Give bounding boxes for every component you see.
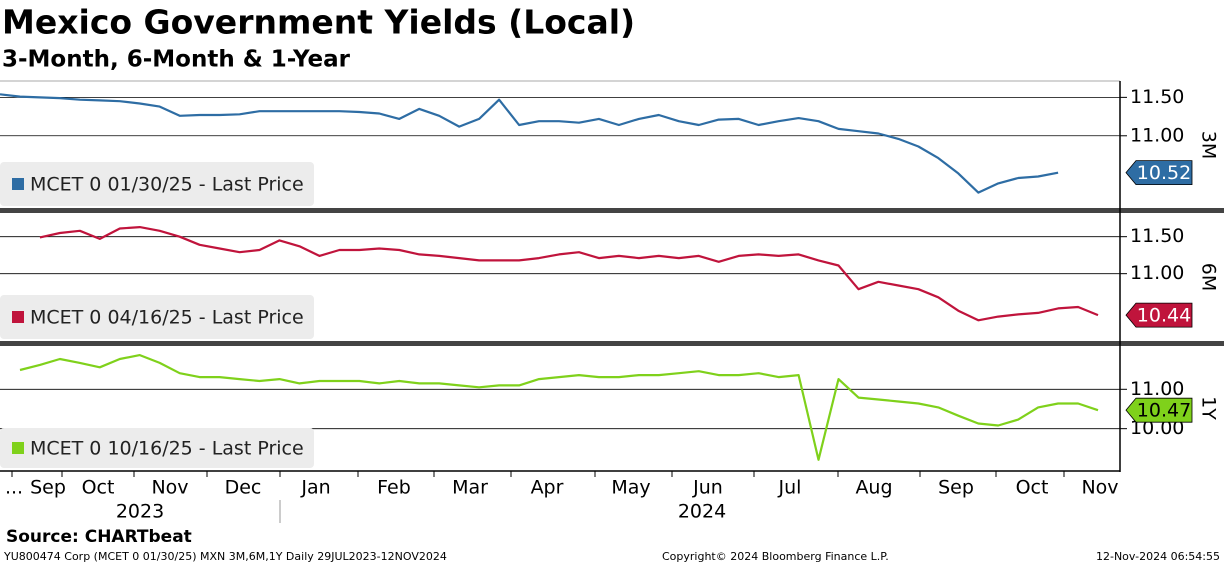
panel-separator: [0, 341, 1224, 346]
year-label: 2023: [116, 501, 164, 523]
x-tick-label: Feb: [377, 477, 411, 499]
x-tick-label: Mar: [452, 477, 488, 499]
legend-label: MCET 0 04/16/25 - Last Price: [30, 307, 304, 329]
legend-swatch: [12, 311, 24, 323]
x-tick-label: ...: [5, 477, 23, 499]
legend-box: [0, 295, 314, 339]
y-tick-label: 11.00: [1130, 124, 1184, 146]
year-label: 2024: [678, 501, 726, 523]
series-line: [39, 226, 1099, 322]
axis-label: 1Y: [1198, 396, 1220, 420]
x-tick-label: Aug: [855, 477, 892, 499]
x-tick-label: Sep: [938, 477, 974, 499]
x-tick-label: Dec: [225, 477, 262, 499]
x-tick-label: Oct: [82, 477, 115, 499]
footer-left: YU800474 Corp (MCET 0 01/30/25) MXN 3M,6…: [3, 550, 447, 563]
last-price-tag: [1125, 302, 1193, 328]
source: Source: CHARTbeat: [6, 527, 192, 547]
legend-label: MCET 0 10/16/25 - Last Price: [30, 438, 304, 460]
x-tick-label: Jan: [300, 477, 330, 499]
y-tick-label: 10.00: [1130, 417, 1184, 439]
series-line: [0, 93, 1059, 194]
legend-swatch: [12, 178, 24, 190]
footer-center: Copyright© 2024 Bloomberg Finance L.P.: [662, 550, 889, 563]
y-tick-label: 11.50: [1130, 225, 1184, 247]
chart-subtitle: 3-Month, 6-Month & 1-Year: [2, 47, 351, 73]
x-tick-label: Jul: [778, 477, 802, 499]
x-tick-label: Jun: [692, 477, 723, 499]
panel-separator: [0, 208, 1224, 213]
chart-title: Mexico Government Yields (Local): [2, 3, 635, 42]
last-price-tag: [1125, 160, 1193, 186]
axis-label: 6M: [1198, 263, 1220, 291]
x-tick-label: Nov: [1081, 477, 1118, 499]
x-tick-label: Sep: [30, 477, 66, 499]
legend-box: [0, 428, 314, 468]
x-tick-label: Oct: [1016, 477, 1049, 499]
last-price-label: 10.47: [1137, 400, 1191, 422]
last-price-label: 10.52: [1137, 162, 1191, 184]
axis-label: 3M: [1198, 131, 1220, 159]
series-line: [19, 354, 1099, 461]
last-price-tag: [1125, 397, 1193, 423]
y-tick-label: 11.00: [1130, 378, 1184, 400]
x-tick-label: Apr: [531, 477, 564, 499]
legend-label: MCET 0 01/30/25 - Last Price: [30, 174, 304, 196]
x-tick-label: Nov: [151, 477, 188, 499]
last-price-label: 10.44: [1137, 305, 1191, 327]
legend-box: [0, 162, 314, 206]
legend-swatch: [12, 442, 24, 454]
x-tick-label: May: [611, 477, 650, 499]
y-tick-label: 11.00: [1130, 262, 1184, 284]
y-tick-label: 11.50: [1130, 86, 1184, 108]
footer-right: 12-Nov-2024 06:54:55: [1096, 550, 1220, 563]
